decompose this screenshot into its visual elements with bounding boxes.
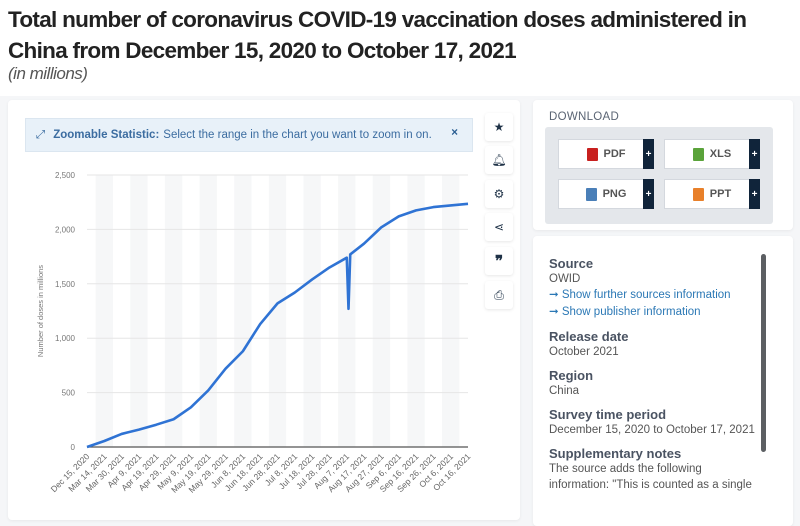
grid-band [442, 175, 459, 447]
ppt-file-icon [693, 188, 704, 201]
y-axis-label: Number of doses in millions [36, 265, 45, 357]
grid-band [407, 175, 424, 447]
download-buttons: PDF + XLS + PNG + PPT + [545, 127, 773, 224]
grid-band [373, 175, 390, 447]
region-value: China [549, 383, 764, 399]
notes-value: The source adds the following informatio… [549, 461, 754, 493]
ppt-label: PPT [710, 188, 731, 200]
y-tick-label: 2,000 [55, 225, 76, 234]
download-png-button[interactable]: PNG + [558, 179, 654, 209]
download-xls-button[interactable]: XLS + [664, 139, 760, 169]
grid-band [165, 175, 182, 447]
download-heading: DOWNLOAD [549, 111, 619, 123]
xls-file-icon [693, 148, 704, 161]
scrollbar[interactable] [761, 254, 766, 452]
pdf-label: PDF [604, 148, 626, 160]
grid-band [338, 175, 355, 447]
xls-label: XLS [710, 148, 731, 160]
notes-heading: Supplementary notes [549, 446, 764, 461]
y-tick-label: 0 [71, 443, 76, 452]
download-ppt-button[interactable]: PPT + [664, 179, 760, 209]
plus-icon[interactable]: + [643, 179, 654, 209]
pdf-file-icon [587, 148, 598, 161]
plus-icon[interactable]: + [749, 139, 760, 169]
png-label: PNG [603, 188, 627, 200]
period-heading: Survey time period [549, 407, 764, 422]
source-heading: Source [549, 256, 764, 271]
release-value: October 2021 [549, 344, 764, 360]
png-file-icon [586, 188, 597, 201]
plus-icon[interactable]: + [749, 179, 760, 209]
grid-band [303, 175, 320, 447]
grid-band [234, 175, 251, 447]
info-panel: Source OWID ➞ Show further sources infor… [533, 236, 793, 526]
source-value: OWID [549, 271, 764, 287]
y-tick-label: 2,500 [55, 171, 76, 180]
grid-band [96, 175, 113, 447]
release-heading: Release date [549, 329, 764, 344]
period-value: December 15, 2020 to October 17, 2021 [549, 422, 764, 438]
y-tick-label: 1,500 [55, 280, 76, 289]
download-panel: DOWNLOAD PDF + XLS + PNG + PPT + [533, 100, 793, 230]
further-sources-link[interactable]: ➞ Show further sources information [549, 287, 764, 304]
plus-icon[interactable]: + [643, 139, 654, 169]
region-heading: Region [549, 368, 764, 383]
download-pdf-button[interactable]: PDF + [558, 139, 654, 169]
y-tick-label: 1,000 [55, 334, 76, 343]
grid-band [200, 175, 217, 447]
y-tick-label: 500 [62, 389, 76, 398]
publisher-link[interactable]: ➞ Show publisher information [549, 304, 764, 321]
grid-band [130, 175, 147, 447]
